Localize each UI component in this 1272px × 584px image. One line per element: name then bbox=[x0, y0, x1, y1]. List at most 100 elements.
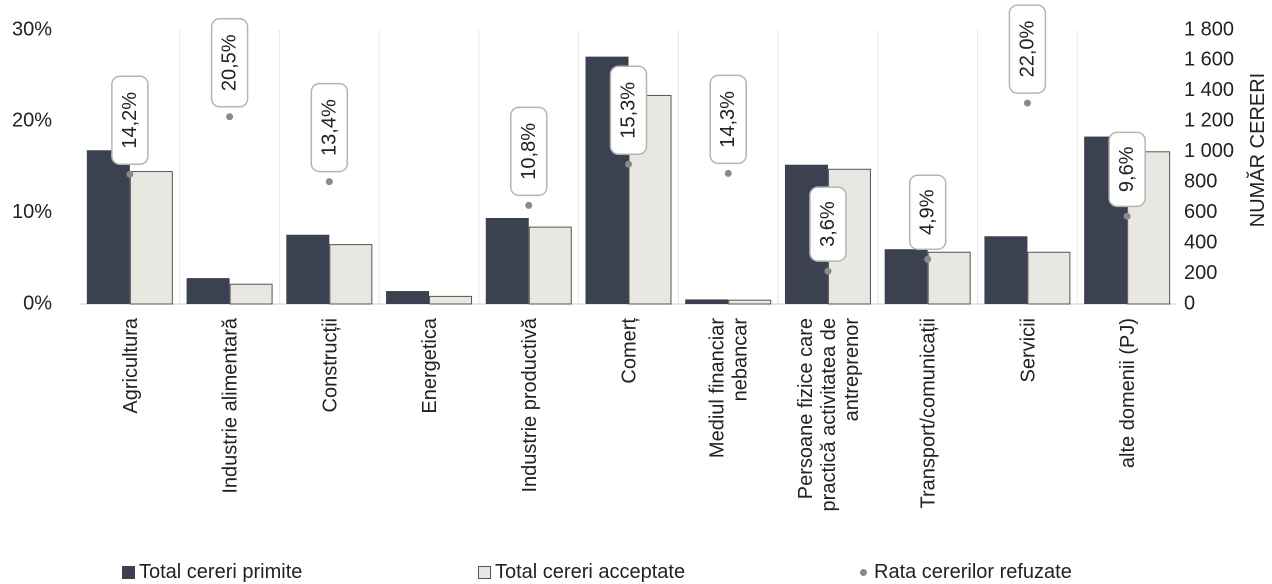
rate-data-label: 3,6% bbox=[817, 201, 839, 247]
bar-total-cereri-acceptate bbox=[129, 171, 173, 305]
rate-point bbox=[126, 170, 134, 178]
bar-total-cereri-acceptate bbox=[728, 299, 772, 305]
rate-label-box bbox=[1008, 4, 1047, 94]
x-category-label: Industrie alimentară bbox=[220, 317, 242, 494]
rate-data-label: 4,9% bbox=[917, 189, 939, 235]
y-right-tick-label: 1 200 bbox=[1184, 110, 1234, 132]
x-category-label-line: Agricultura bbox=[120, 317, 142, 413]
rate-point bbox=[226, 113, 234, 121]
x-category-label-line: alte domenii (PJ) bbox=[1117, 318, 1139, 468]
legend-label-acceptate: Total cereri acceptate bbox=[495, 561, 686, 583]
x-category-label-line: Construcții bbox=[319, 318, 341, 412]
bar-total-cereri-primite bbox=[685, 299, 729, 304]
x-category-label: Agricultura bbox=[120, 317, 142, 413]
y-left-tick-label: 30% bbox=[12, 18, 52, 40]
x-category-label-line: Transport/comunicații bbox=[918, 318, 940, 508]
rate-data-label: 14,2% bbox=[119, 92, 141, 149]
legend-swatch-rata bbox=[860, 569, 867, 576]
legend-item-acceptate: Total cereri acceptate bbox=[478, 561, 685, 584]
legend-label-primite: Total cereri primite bbox=[139, 561, 303, 583]
legend-swatch-acceptate bbox=[478, 566, 491, 579]
x-category-label-line: Mediul financiar bbox=[707, 318, 729, 458]
y-right-tick-label: 1 400 bbox=[1184, 79, 1234, 101]
bar-total-cereri-primite bbox=[884, 249, 928, 304]
bar-total-cereri-acceptate bbox=[429, 295, 473, 305]
rate-label-box bbox=[310, 82, 349, 173]
x-category-label: Industrie productivă bbox=[519, 317, 541, 492]
bar-total-cereri-primite bbox=[984, 236, 1028, 304]
y-right-tick-label: 1 600 bbox=[1184, 49, 1234, 71]
axes: 0% 10% 20% 30% 0 200 400 600 800 1 000 1 200 1 400 1… bbox=[12, 18, 1269, 511]
x-category-label: Servicii bbox=[1017, 318, 1039, 382]
x-category-label-line: Comerț bbox=[619, 318, 641, 384]
legend-label-rata: Rata cererilor refuzate bbox=[874, 561, 1072, 583]
x-category-label: Transport/comunicații bbox=[918, 318, 940, 508]
rate-label-box bbox=[908, 174, 947, 250]
rate-label-box bbox=[709, 74, 747, 165]
x-category-label: Construcții bbox=[319, 318, 341, 412]
x-category-label-line: antreprenor bbox=[841, 318, 863, 422]
x-category-label-line: Industrie alimentară bbox=[220, 317, 242, 494]
bar-total-cereri-acceptate bbox=[528, 226, 572, 305]
rate-data-label: 10,8% bbox=[518, 123, 540, 180]
y-right-axis-title: NUMĂR CERERI bbox=[1246, 73, 1269, 227]
y-right-tick-label: 200 bbox=[1184, 262, 1217, 284]
rate-data-label: 9,6% bbox=[1116, 146, 1138, 192]
rate-points-layer: 14,2% 20,5% 13,4% 10,8% 15,3% 14,3% 3,6% 4,9% 22… bbox=[111, 4, 1146, 275]
bar-total-cereri-acceptate bbox=[329, 244, 373, 305]
rate-label-box bbox=[510, 106, 548, 197]
y-left-tick-label: 20% bbox=[12, 110, 52, 132]
rate-point bbox=[724, 169, 732, 177]
y-right-tick-label: 600 bbox=[1184, 201, 1217, 223]
legend-swatch-primite bbox=[122, 566, 135, 579]
y-left-tick-label: 0% bbox=[23, 292, 52, 314]
rate-point bbox=[924, 255, 932, 263]
x-category-label-line: Servicii bbox=[1017, 318, 1039, 382]
bar-total-cereri-primite bbox=[286, 234, 330, 304]
rate-point bbox=[325, 178, 333, 186]
x-category-label: Persoane fizice carepractică activitatea… bbox=[795, 318, 863, 512]
legend-item-primite: Total cereri primite bbox=[122, 561, 302, 584]
x-category-label-line: Persoane fizice care bbox=[795, 318, 817, 499]
rate-label-box bbox=[210, 18, 249, 108]
bar-total-cereri-acceptate bbox=[229, 283, 273, 305]
x-category-label: alte domenii (PJ) bbox=[1117, 318, 1139, 468]
rate-point bbox=[625, 160, 632, 168]
combo-chart: 14,2% 20,5% 13,4% 10,8% 15,3% 14,3% 3,6% 4,9% 22… bbox=[12, 4, 1269, 511]
y-right-tick-label: 1 800 bbox=[1184, 18, 1234, 40]
y-left-tick-label: 10% bbox=[12, 201, 52, 223]
legend-item-rata: Rata cererilor refuzate bbox=[860, 561, 1072, 584]
bar-total-cereri-acceptate bbox=[927, 251, 971, 305]
rate-label-box bbox=[609, 65, 648, 156]
y-right-tick-label: 400 bbox=[1184, 231, 1217, 253]
rate-label-box bbox=[111, 75, 149, 166]
rate-point bbox=[1123, 212, 1131, 220]
x-category-label: Comerț bbox=[619, 318, 641, 384]
legend: Total cereri primite Total cereri accept… bbox=[0, 561, 1272, 583]
y-right-tick-label: 800 bbox=[1184, 171, 1217, 193]
bar-total-cereri-primite bbox=[186, 278, 230, 304]
rate-data-label: 15,3% bbox=[618, 82, 640, 139]
x-category-label-line: nebancar bbox=[730, 318, 752, 402]
x-category-label-line: Energetica bbox=[419, 317, 441, 413]
x-category-label: Energetica bbox=[419, 317, 441, 413]
bar-total-cereri-primite bbox=[485, 217, 529, 304]
rate-point bbox=[824, 267, 832, 275]
x-category-label: Mediul financiarnebancar bbox=[707, 318, 752, 458]
rate-data-label: 13,4% bbox=[318, 99, 340, 156]
y-right-tick-label: 1 000 bbox=[1184, 140, 1234, 162]
bar-total-cereri-acceptate bbox=[1027, 251, 1071, 305]
rate-data-label: 22,0% bbox=[1016, 21, 1038, 78]
rate-label-box bbox=[809, 186, 847, 262]
x-category-label-line: Industrie productivă bbox=[519, 317, 541, 492]
y-right-tick-label: 0 bbox=[1184, 292, 1195, 314]
rate-point bbox=[525, 201, 533, 209]
bar-total-cereri-primite bbox=[386, 291, 430, 304]
rate-data-label: 20,5% bbox=[219, 34, 241, 91]
bars-layer bbox=[86, 56, 1171, 305]
rate-point bbox=[1023, 99, 1031, 107]
bar-total-cereri-primite bbox=[86, 150, 130, 304]
rate-data-label: 14,3% bbox=[717, 91, 739, 148]
rate-label-box bbox=[1108, 131, 1146, 208]
x-category-label-line: practică activitatea de bbox=[818, 318, 840, 511]
